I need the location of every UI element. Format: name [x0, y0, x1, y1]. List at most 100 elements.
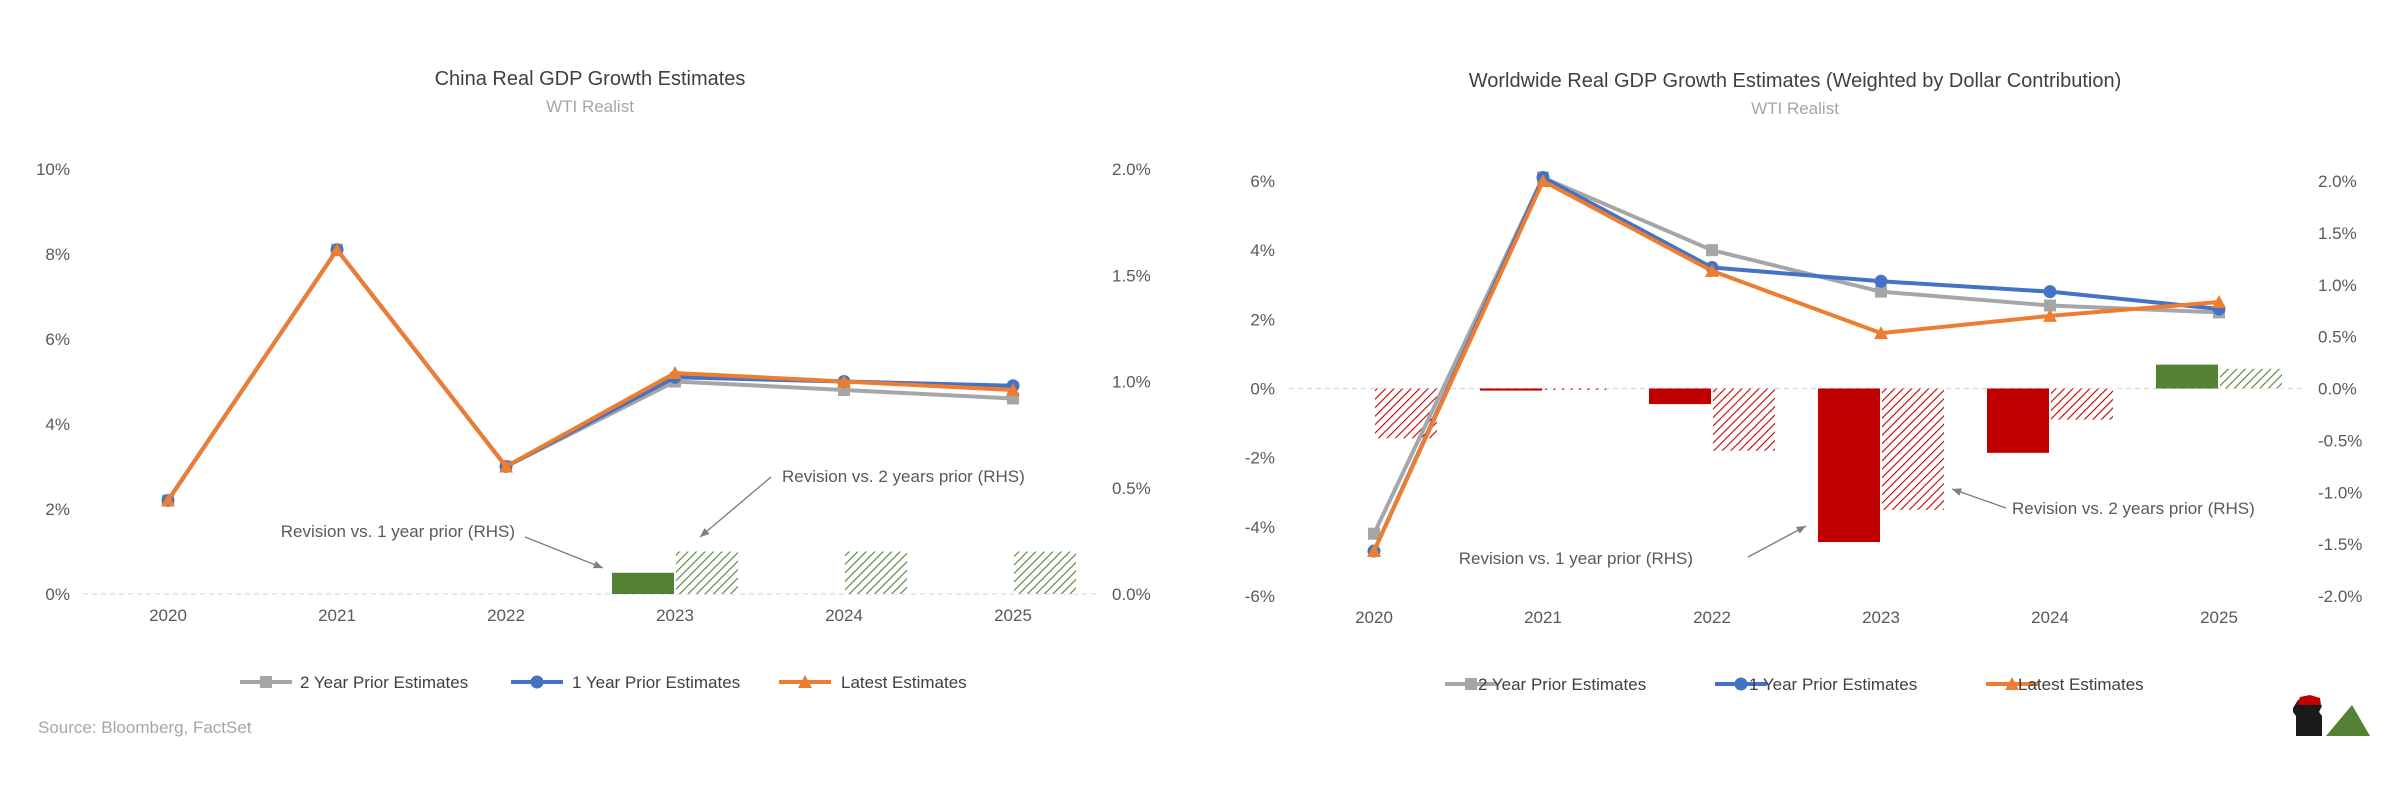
annotation-revision-2yr: Revision vs. 2 years prior (RHS) — [782, 467, 1025, 486]
y-tick-label: 0% — [45, 585, 70, 604]
point-latest-estimates — [837, 374, 851, 388]
x-tick-label: 2023 — [1862, 608, 1900, 627]
point-latest-estimates — [668, 366, 682, 379]
y-tick-label: -2% — [1245, 449, 1275, 468]
legend-marker — [260, 676, 272, 688]
annotation-arrowhead — [700, 528, 710, 537]
point-latest-estimates — [1006, 383, 1020, 396]
chart-title: Worldwide Real GDP Growth Estimates (Wei… — [1469, 70, 2121, 92]
bar-revision-vs-2-years-prior-rhs — [1882, 388, 1944, 510]
y2-tick-label: -1.5% — [2318, 535, 2362, 554]
x-tick-label: 2025 — [2200, 608, 2238, 627]
x-tick-label: 2020 — [1355, 608, 1393, 627]
y-tick-label: 4% — [1250, 241, 1275, 260]
chart-title: China Real GDP Growth Estimates — [435, 68, 746, 90]
legend-marker — [1734, 677, 1748, 691]
x-tick-label: 2025 — [994, 606, 1032, 625]
worldwide-gdp-chart: Worldwide Real GDP Growth Estimates (Wei… — [1245, 70, 2363, 694]
legend-marker — [530, 675, 544, 689]
bar-revision-vs-2-years-prior-rhs — [1544, 388, 1606, 390]
logo-hat-icon — [2297, 695, 2321, 705]
x-tick-label: 2021 — [318, 606, 356, 625]
annotation-arrowhead — [1952, 488, 1962, 496]
point-latest-estimates — [161, 493, 175, 507]
source-note: Source: Bloomberg, FactSet — [38, 718, 252, 737]
legend-label: Latest Estimates — [841, 673, 967, 692]
point-latest-estimates — [2212, 295, 2226, 309]
brand-logo — [2293, 695, 2370, 736]
annotation-revision-1yr: Revision vs. 1 year prior (RHS) — [281, 522, 515, 541]
y-tick-label: 2% — [1250, 310, 1275, 329]
point-latest-estimates — [330, 242, 344, 256]
bar-revision-vs-2-years-prior-rhs — [676, 551, 738, 594]
bar-revision-vs-1-year-prior-rhs — [1818, 388, 1880, 543]
logo-triangle-icon — [2326, 705, 2370, 736]
point-latest-estimates — [499, 459, 513, 473]
chart-subtitle: WTI Realist — [546, 97, 634, 116]
y2-tick-label: 2.0% — [2318, 172, 2357, 191]
bar-revision-vs-1-year-prior-rhs — [612, 572, 674, 594]
series-line-2-year-prior-estimates — [1372, 175, 2220, 535]
y2-tick-label: 1.5% — [1112, 266, 1151, 285]
bar-revision-vs-1-year-prior-rhs — [2156, 364, 2218, 389]
bar-revision-vs-1-year-prior-rhs — [1987, 388, 2049, 453]
x-tick-label: 2022 — [487, 606, 525, 625]
logo-figure-icon — [2293, 699, 2322, 736]
y2-tick-label: 1.0% — [1112, 373, 1151, 392]
series-line-1-year-prior-estimates — [166, 247, 1014, 502]
annotation-arrow — [1951, 488, 2007, 509]
y2-tick-label: 1.5% — [2318, 224, 2357, 243]
annotation-arrowhead — [593, 560, 603, 569]
series-line-1-year-prior-estimates — [1372, 175, 2220, 552]
bar-revision-vs-2-years-prior-rhs — [1713, 388, 1775, 451]
y2-tick-label: 0.0% — [1112, 585, 1151, 604]
y2-tick-label: 2.0% — [1112, 160, 1151, 179]
legend-label: Latest Estimates — [2018, 675, 2144, 694]
point-latest-estimates — [1536, 174, 1550, 187]
point-2-year-prior-estimates — [1706, 244, 1718, 257]
annotation-arrowhead — [1796, 526, 1806, 534]
y2-tick-label: 0.5% — [2318, 328, 2357, 347]
annotation-arrow — [1747, 525, 1807, 558]
y-tick-label: 4% — [45, 415, 70, 434]
y2-tick-label: -0.5% — [2318, 431, 2362, 450]
x-tick-label: 2023 — [656, 606, 694, 625]
annotation-revision-1yr: Revision vs. 1 year prior (RHS) — [1459, 549, 1693, 568]
x-tick-label: 2024 — [2031, 608, 2069, 627]
x-tick-label: 2020 — [149, 606, 187, 625]
point-latest-estimates — [1874, 326, 1888, 340]
y-tick-label: -6% — [1245, 587, 1275, 606]
point-latest-estimates — [1367, 544, 1381, 558]
annotation-revision-2yr: Revision vs. 2 years prior (RHS) — [2012, 499, 2255, 518]
chart-subtitle: WTI Realist — [1751, 99, 1839, 118]
china-gdp-chart: China Real GDP Growth Estimates WTI Real… — [36, 68, 1151, 692]
bar-revision-vs-2-years-prior-rhs — [2051, 388, 2113, 420]
legend-label: 1 Year Prior Estimates — [572, 673, 740, 692]
point-latest-estimates — [1705, 263, 1719, 277]
y-tick-label: 0% — [1250, 380, 1275, 399]
y-tick-label: 2% — [45, 500, 70, 519]
series-line-latest-estimates — [1372, 179, 2220, 552]
legend-label: 2 Year Prior Estimates — [300, 673, 468, 692]
legend-marker — [1465, 678, 1477, 690]
series-line-2-year-prior-estimates — [166, 247, 1014, 502]
point-latest-estimates — [2043, 308, 2057, 322]
bar-revision-vs-1-year-prior-rhs — [1480, 388, 1542, 391]
y2-tick-label: 1.0% — [2318, 276, 2357, 295]
series-line-latest-estimates — [166, 247, 1014, 502]
bar-revision-vs-1-year-prior-rhs — [1649, 388, 1711, 405]
bar-revision-vs-2-years-prior-rhs — [845, 551, 907, 594]
legend-marker — [2005, 677, 2019, 690]
annotation-arrow — [699, 476, 772, 538]
y-tick-label: 6% — [45, 330, 70, 349]
legend-label: 2 Year Prior Estimates — [1478, 675, 1646, 694]
y2-tick-label: -1.0% — [2318, 483, 2362, 502]
point-1-year-prior-estimates — [2043, 285, 2057, 299]
point-2-year-prior-estimates — [2044, 299, 2056, 312]
bar-revision-vs-2-years-prior-rhs — [2220, 368, 2282, 389]
y2-tick-label: 0.5% — [1112, 479, 1151, 498]
annotation-arrow — [524, 536, 604, 569]
y2-tick-label: 0.0% — [2318, 380, 2357, 399]
y-tick-label: 6% — [1250, 172, 1275, 191]
